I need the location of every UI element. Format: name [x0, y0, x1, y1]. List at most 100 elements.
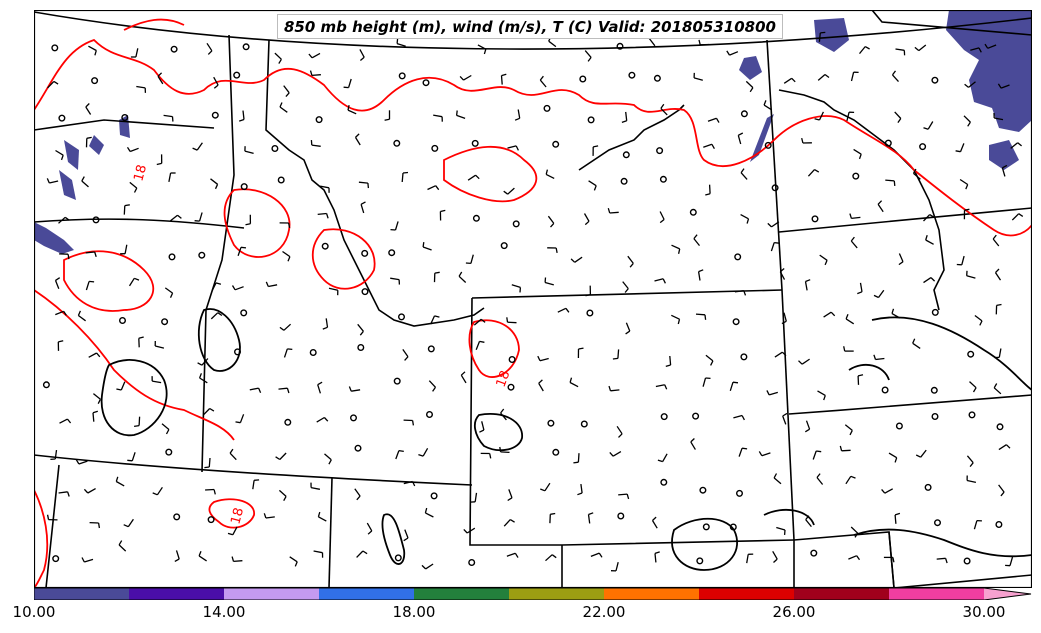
- state-line-9: [778, 207, 1032, 233]
- wind-barb: [783, 77, 796, 84]
- calm-circle: [740, 110, 748, 118]
- wind-barb: [59, 253, 70, 260]
- wind-barb: [974, 314, 983, 326]
- wind-barb: [310, 140, 321, 147]
- calm-circle: [277, 176, 285, 184]
- wind-barb: [695, 313, 707, 320]
- calm-circle: [660, 478, 668, 486]
- calm-circle: [472, 214, 480, 222]
- temp-contour-main: [34, 38, 1032, 237]
- height-contour-south-2: [763, 508, 815, 526]
- wind-barb: [740, 168, 748, 180]
- wind-barb: [573, 453, 580, 464]
- wind-barb: [846, 111, 855, 122]
- wind-barb: [1010, 142, 1023, 149]
- wind-barb: [81, 176, 89, 188]
- wind-barb: [500, 408, 507, 421]
- wind-barb: [956, 255, 965, 266]
- calm-circle: [895, 422, 903, 430]
- calm-circle: [622, 151, 630, 159]
- calm-circle: [934, 519, 942, 527]
- colorbar-segment: [414, 588, 509, 600]
- wind-barb: [463, 527, 476, 534]
- wind-barb: [891, 70, 899, 83]
- height-contour-east-2: [848, 363, 890, 381]
- wind-barb: [198, 373, 208, 384]
- calm-circle: [471, 139, 479, 147]
- wind-barb: [227, 526, 238, 536]
- wind-barb: [477, 44, 487, 55]
- contour-label-south: 18: [228, 506, 247, 526]
- wind-barb: [963, 208, 970, 220]
- wind-barb: [850, 526, 859, 538]
- wind-barb: [817, 390, 826, 401]
- wind-barb: [885, 179, 896, 186]
- colorbar-segment: [604, 588, 699, 600]
- calm-circle: [810, 549, 818, 557]
- calm-circle: [170, 45, 178, 53]
- temp-contour-southwest: [208, 498, 255, 529]
- calm-circle: [388, 249, 396, 257]
- wind-barb: [997, 83, 1010, 89]
- calm-circle: [579, 75, 587, 83]
- calm-circle: [361, 288, 369, 296]
- wind-barb: [278, 387, 290, 394]
- wind-barb: [570, 256, 583, 263]
- wind-barb: [592, 145, 599, 156]
- wind-barb: [231, 556, 243, 563]
- wind-barb: [998, 444, 1011, 451]
- wind-barb: [465, 254, 474, 265]
- wind-barb: [992, 234, 1000, 247]
- wind-barb: [205, 488, 216, 495]
- fill-area-west-2: [64, 140, 79, 170]
- calm-circle: [660, 413, 668, 421]
- fill-area-west-1: [34, 222, 74, 254]
- wind-barb: [85, 251, 97, 257]
- wind-barb: [313, 550, 324, 558]
- wind-barb: [654, 551, 660, 563]
- wind-barb: [154, 340, 165, 349]
- wind-barb: [231, 285, 244, 291]
- wind-barb: [737, 132, 744, 145]
- wind-barb: [289, 556, 298, 567]
- wind-barb: [480, 452, 492, 459]
- state-line-3: [201, 34, 235, 473]
- calm-circle: [361, 249, 369, 257]
- state-line-12: [45, 464, 60, 588]
- map-panel: 18 18 18: [34, 10, 1032, 588]
- wind-barb: [59, 418, 72, 424]
- wind-barb: [702, 377, 711, 387]
- wind-barb: [421, 563, 434, 570]
- wind-barb: [984, 43, 997, 49]
- wind-barb: [740, 214, 750, 224]
- wind-barb: [89, 521, 101, 529]
- fill-area-west-5: [59, 170, 76, 200]
- wind-barb: [963, 115, 971, 127]
- wind-barb: [138, 336, 144, 348]
- wind-barb: [671, 314, 681, 325]
- wind-barb: [319, 185, 330, 193]
- height-contour-southeast: [853, 528, 1032, 558]
- wind-barb: [1011, 213, 1024, 221]
- wind-barb: [774, 351, 787, 358]
- wind-barb: [401, 171, 409, 183]
- wind-barb: [583, 213, 590, 226]
- calm-circle: [924, 483, 932, 491]
- wind-barb: [621, 111, 628, 124]
- fill-area-west-4: [89, 135, 104, 155]
- colorbar-tick-label: 14.00: [202, 603, 246, 621]
- colorbar-tick-label: 18.00: [392, 603, 436, 621]
- wind-barb: [734, 290, 747, 296]
- wind-barb: [317, 511, 327, 522]
- wind-barb: [354, 133, 361, 146]
- wind-barb: [973, 519, 982, 530]
- wind-barb: [915, 449, 927, 458]
- calm-circle: [996, 423, 1004, 431]
- wind-barb: [912, 338, 921, 349]
- wind-barb: [503, 187, 515, 195]
- wind-barb: [657, 453, 668, 463]
- wind-barb: [198, 551, 207, 562]
- wind-barb: [746, 553, 754, 564]
- wind-barbs: [46, 31, 1024, 572]
- wind-barb: [151, 376, 162, 384]
